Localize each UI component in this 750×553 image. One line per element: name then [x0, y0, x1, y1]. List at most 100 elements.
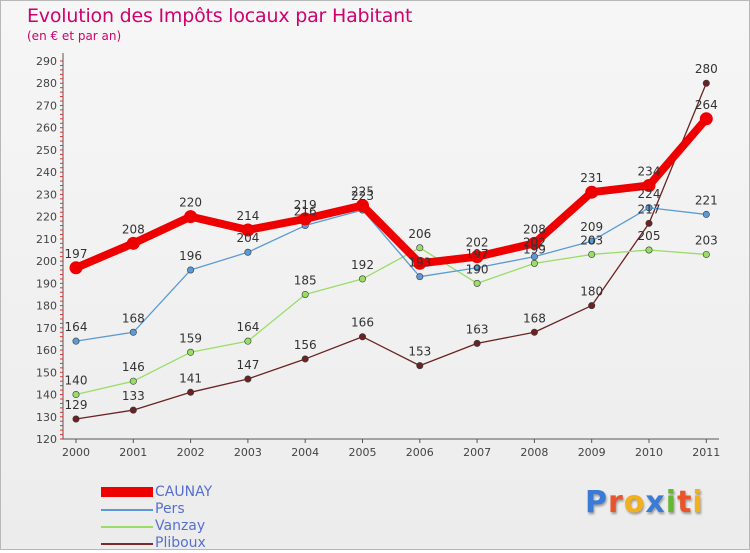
data-point-caunay — [126, 236, 140, 250]
data-point-pers — [645, 204, 653, 212]
y-tick-label: 190 — [36, 277, 57, 290]
y-tick-label: 180 — [36, 300, 57, 313]
x-tick-label: 2006 — [406, 446, 434, 459]
y-tick-label: 170 — [36, 322, 57, 335]
data-label-vanzay: 203 — [695, 233, 718, 247]
data-label-pliboux: 141 — [179, 371, 202, 385]
data-label-caunay: 208 — [523, 222, 546, 236]
data-point-vanzay — [244, 337, 252, 345]
data-label-pliboux: 217 — [638, 202, 661, 216]
data-label-vanzay: 205 — [638, 229, 661, 243]
data-label-vanzay: 203 — [580, 233, 603, 247]
data-label-vanzay: 140 — [65, 374, 88, 388]
data-point-caunay — [699, 112, 713, 126]
data-label-pers: 224 — [638, 187, 661, 201]
data-label-pers: 197 — [466, 247, 489, 261]
data-point-vanzay — [588, 250, 596, 258]
series-line-pers — [75, 207, 707, 342]
data-label-pliboux: 133 — [122, 389, 145, 403]
x-tick-label: 2007 — [463, 446, 491, 459]
data-point-caunay — [241, 223, 255, 237]
data-point-caunay — [470, 250, 484, 264]
data-label-caunay: 202 — [466, 236, 489, 250]
data-point-caunay — [184, 210, 198, 224]
data-point-pliboux — [530, 328, 538, 336]
data-label-pers: 221 — [695, 193, 718, 207]
data-label-pers: 196 — [179, 249, 202, 263]
y-tick-label: 200 — [36, 255, 57, 268]
series-line-pliboux — [75, 82, 707, 420]
data-label-pliboux: 129 — [65, 398, 88, 412]
data-label-caunay: 231 — [580, 171, 603, 185]
data-label-vanzay: 185 — [294, 273, 317, 287]
logo-letter: i — [692, 485, 704, 520]
data-point-vanzay — [702, 250, 710, 258]
y-tick-label: 120 — [36, 433, 57, 446]
series-line-vanzay — [75, 247, 707, 396]
legend-swatch-pers — [101, 509, 153, 511]
data-point-pliboux — [645, 219, 653, 227]
data-label-caunay: 264 — [695, 98, 718, 112]
data-label-pers: 164 — [65, 320, 88, 334]
logo-letter: t — [677, 485, 693, 520]
y-tick-label: 280 — [36, 77, 57, 90]
chart-subtitle: (en € et par an) — [27, 29, 122, 43]
logo-letter: P — [585, 485, 608, 520]
data-point-caunay — [642, 179, 656, 193]
data-point-pers — [702, 210, 710, 218]
data-label-caunay: 214 — [236, 209, 259, 223]
legend-label-pers: Pers — [155, 501, 185, 517]
data-point-caunay — [585, 185, 599, 199]
data-point-pliboux — [588, 302, 596, 310]
data-point-pliboux — [416, 362, 424, 370]
data-point-vanzay — [301, 290, 309, 298]
legend-label-vanzay: Vanzay — [155, 518, 206, 534]
logo-letter: i — [665, 485, 678, 520]
data-point-pliboux — [301, 355, 309, 363]
logo-letter: x — [645, 485, 666, 520]
legend-swatch-pliboux — [101, 543, 153, 545]
data-point-pliboux — [129, 406, 137, 414]
data-point-pers — [187, 266, 195, 274]
x-tick-label: 2002 — [177, 446, 205, 459]
data-label-caunay: 197 — [65, 247, 88, 261]
data-label-pliboux: 180 — [580, 285, 603, 299]
x-tick-label: 2004 — [291, 446, 319, 459]
data-label-vanzay: 199 — [523, 242, 546, 256]
proxiti-logo: Proxiti — [585, 485, 704, 520]
data-point-pers — [244, 248, 252, 256]
data-point-pers — [530, 253, 538, 261]
data-label-vanzay: 192 — [351, 258, 374, 272]
data-point-caunay — [69, 261, 83, 275]
legend-label-caunay: CAUNAY — [155, 484, 213, 500]
x-tick-label: 2011 — [692, 446, 720, 459]
data-label-pers: 204 — [236, 231, 259, 245]
data-point-pers — [416, 273, 424, 281]
x-tick-label: 2010 — [635, 446, 663, 459]
y-tick-label: 230 — [36, 188, 57, 201]
y-tick-label: 210 — [36, 233, 57, 246]
data-label-pers: 193 — [408, 256, 431, 270]
data-label-pers: 202 — [523, 236, 546, 250]
data-point-vanzay — [187, 348, 195, 356]
data-label-vanzay: 190 — [466, 262, 489, 276]
data-point-pliboux — [72, 415, 80, 423]
logo-letter: o — [623, 485, 646, 520]
data-label-pliboux: 280 — [695, 62, 718, 76]
data-point-pers — [473, 264, 481, 272]
data-label-pers: 223 — [351, 189, 374, 203]
data-label-pliboux: 168 — [523, 311, 546, 325]
x-tick-label: 2005 — [349, 446, 377, 459]
y-tick-label: 220 — [36, 211, 57, 224]
legend-swatch-vanzay — [101, 526, 153, 528]
y-tick-label: 240 — [36, 166, 57, 179]
y-tick-label: 150 — [36, 366, 57, 379]
data-point-pliboux — [702, 79, 710, 87]
data-point-vanzay — [645, 246, 653, 254]
x-tick-label: 2000 — [62, 446, 90, 459]
x-tick-label: 2001 — [119, 446, 147, 459]
data-label-pers: 168 — [122, 311, 145, 325]
data-point-vanzay — [129, 377, 137, 385]
data-point-pliboux — [473, 339, 481, 347]
data-point-vanzay — [530, 259, 538, 267]
